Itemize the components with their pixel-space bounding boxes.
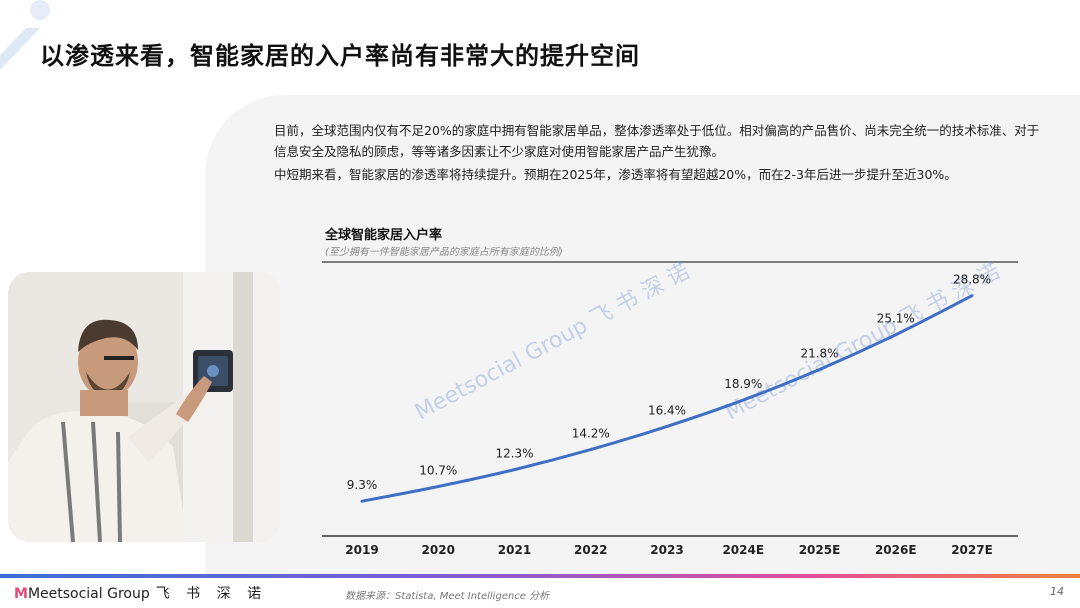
x-tick-label: 2022 <box>574 543 607 557</box>
footer-gradient-bar <box>0 574 1080 578</box>
data-label: 14.2% <box>572 427 610 441</box>
watermark-text: Meetsocial Group 飞 书 深 诺 <box>411 259 694 425</box>
x-tick-label: 2021 <box>498 543 531 557</box>
meetsocial-logo-icon: M <box>14 586 28 602</box>
data-label: 21.8% <box>800 346 838 360</box>
chart-title: 全球智能家居入户率 <box>325 228 443 243</box>
x-tick-label: 2023 <box>650 543 683 557</box>
series-line <box>360 294 974 503</box>
footer-logo: MMeetsocial Group 飞 书 深 诺 <box>14 583 267 603</box>
x-tick-label: 2026E <box>875 543 917 557</box>
corner-decoration <box>0 0 50 70</box>
page-title: 以渗透来看，智能家居的入户率尚有非常大的提升空间 <box>40 42 640 70</box>
data-label: 12.3% <box>495 447 533 461</box>
data-label: 18.9% <box>724 377 762 391</box>
content-panel <box>205 95 1080 575</box>
outlook-paragraph: 中短期来看，智能家居的渗透率将持续提升。预期在2025年，渗透率将有望超越20%… <box>274 167 957 182</box>
intro-paragraph: 目前，全球范围内仅有不足20%的家庭中拥有智能家居单品，整体渗透率处于低位。相对… <box>274 123 1040 159</box>
x-tick-label: 2020 <box>422 543 455 557</box>
data-label: 10.7% <box>419 463 457 477</box>
footer-logo-cn: 飞 书 深 诺 <box>155 586 268 602</box>
x-tick-label: 2024E <box>722 543 764 557</box>
data-label: 25.1% <box>877 312 915 326</box>
x-tick-label: 2025E <box>799 543 841 557</box>
data-label: 16.4% <box>648 403 686 417</box>
footer-logo-brand: Meetsocial Group <box>27 586 150 602</box>
data-label: 28.8% <box>953 273 991 287</box>
data-label: 9.3% <box>347 478 378 492</box>
watermark-group: Meetsocial Group 飞 书 深 诺 Meetsocial Group… <box>411 259 1004 425</box>
page-number: 14 <box>1050 585 1064 598</box>
smart-home-photo <box>8 272 280 542</box>
data-source: 数据来源：Statista, Meet Intelligence 分析 <box>345 591 550 602</box>
x-tick-label: 2019 <box>345 543 378 557</box>
chart-subtitle: (至少拥有一件智能家居产品的家庭占所有家庭的比例) <box>325 247 563 258</box>
x-tick-label: 2027E <box>951 543 993 557</box>
